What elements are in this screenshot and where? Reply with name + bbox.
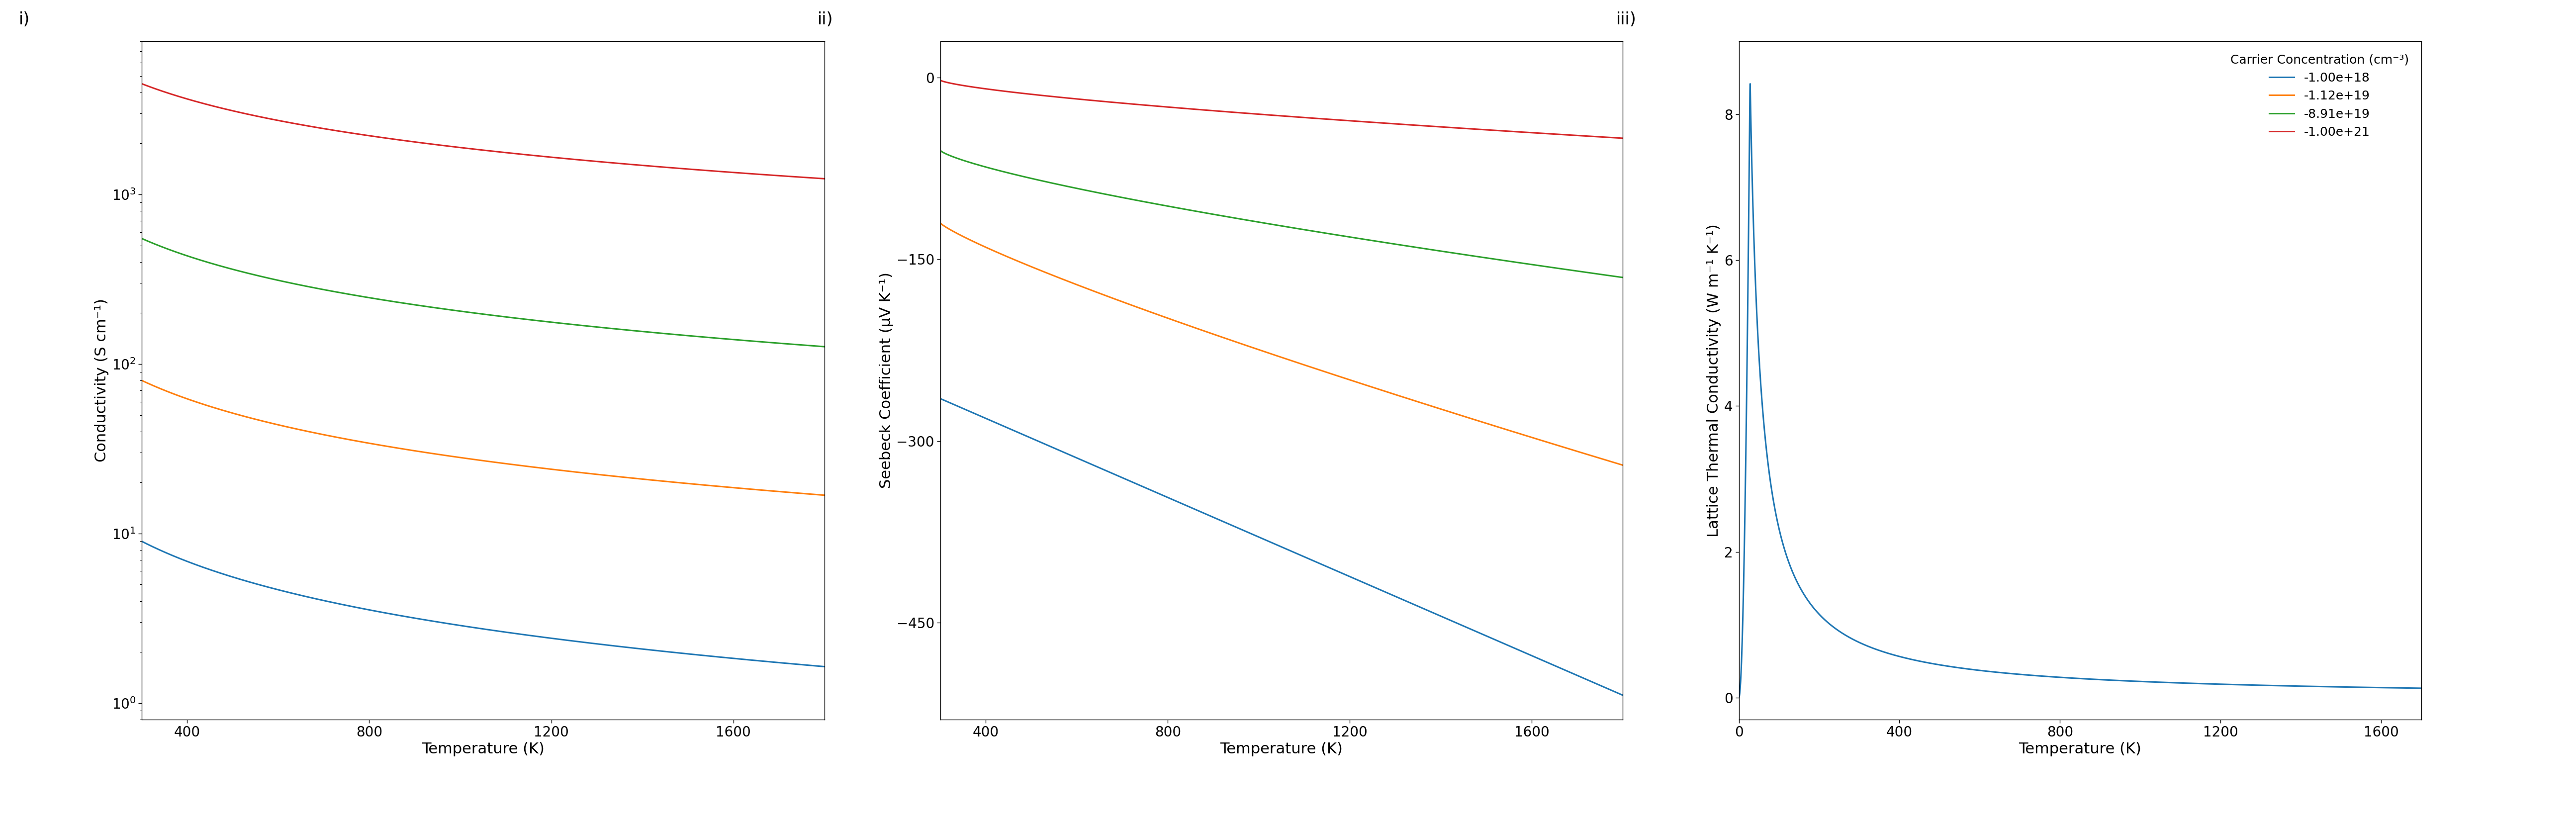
X-axis label: Temperature (K): Temperature (K)	[2020, 742, 2141, 757]
X-axis label: Temperature (K): Temperature (K)	[422, 742, 544, 757]
Y-axis label: Lattice Thermal Conductivity (W m⁻¹ K⁻¹): Lattice Thermal Conductivity (W m⁻¹ K⁻¹)	[1708, 224, 1721, 537]
X-axis label: Temperature (K): Temperature (K)	[1221, 742, 1342, 757]
Text: ii): ii)	[817, 12, 832, 28]
Y-axis label: Conductivity (S cm⁻¹): Conductivity (S cm⁻¹)	[95, 299, 108, 462]
Text: iii): iii)	[1615, 12, 1636, 28]
Text: i): i)	[18, 12, 31, 28]
Y-axis label: Seebeck Coefficient (μV K⁻¹): Seebeck Coefficient (μV K⁻¹)	[878, 272, 894, 489]
Legend: -1.00e+18, -1.12e+19, -8.91e+19, -1.00e+21: -1.00e+18, -1.12e+19, -8.91e+19, -1.00e+…	[2223, 48, 2416, 145]
